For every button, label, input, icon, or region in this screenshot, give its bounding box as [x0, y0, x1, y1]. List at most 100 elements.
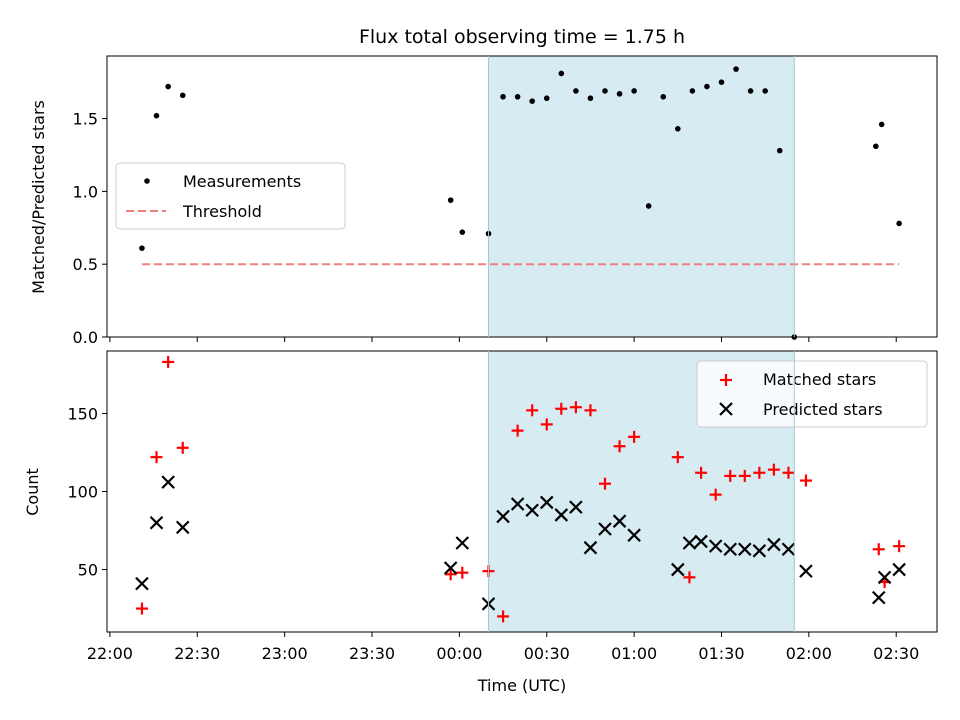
top-frame [106, 55, 938, 338]
predicted-star-point [708, 539, 723, 553]
predicted-star-point [694, 534, 708, 549]
bottom-panel: 50 100 150 22:00 22:30 23:00 23:30 00:00 00:30 0… [23, 350, 938, 695]
bottom-x-axis-label: Time (UTC) [477, 676, 566, 695]
predicted-star-point [627, 528, 641, 542]
predicted-star-mark-b [738, 542, 752, 557]
predicted-star-mark-b [871, 590, 886, 605]
top-y-axis-label: Matched/Predicted stars [29, 100, 48, 294]
measurement-point [747, 88, 754, 94]
top-y-axis: 0.0 0.5 1.0 1.5 [73, 110, 107, 347]
predicted-star-point [496, 509, 510, 524]
matched-star-point [555, 402, 568, 415]
measurement-point [543, 95, 550, 102]
matched-star-point [724, 469, 737, 482]
legend-marker-matched [720, 374, 732, 386]
bottom-y-tick-label: 100 [67, 483, 98, 502]
matched-star-point [709, 488, 722, 501]
measurement-point [645, 203, 652, 209]
measurement-point [500, 93, 506, 100]
top-y-tick-label: 1.5 [73, 110, 98, 129]
predicted-star-point [135, 576, 149, 591]
predicted-star-point [539, 495, 554, 510]
predicted-star-mark-b [612, 514, 627, 528]
predicted-star-point [598, 522, 612, 536]
bottom-legend-box [696, 360, 928, 428]
matched-star-point [613, 440, 626, 453]
predicted-star-point [554, 508, 569, 522]
measurement-point [587, 95, 594, 102]
predicted-star-point [671, 562, 685, 577]
predicted-star-point [871, 590, 886, 605]
predicted-star-mark-b [781, 542, 796, 557]
legend-label-measurements: Measurements [183, 172, 301, 191]
predicted-star-mark-b [892, 562, 906, 577]
measurement-point [660, 93, 667, 100]
measurement-point [616, 91, 623, 97]
predicted-star-point [149, 515, 164, 530]
bottom-y-tick-label: 50 [78, 561, 98, 580]
predicted-star-mark-b [569, 500, 583, 514]
top-legend-box [115, 162, 346, 230]
chart-title: Flux total observing time = 1.75 h [359, 26, 685, 48]
bottom-y-axis-label: Count [23, 468, 42, 516]
top-x-axis [109, 337, 897, 342]
predicted-star-mark-b [877, 570, 892, 585]
matched-star-point [767, 463, 780, 476]
matched-star-point [695, 466, 708, 479]
matched-star-point [872, 543, 885, 556]
bottom-x-tick-label: 01:30 [698, 644, 744, 663]
matched-star-point [599, 477, 611, 490]
measurement-point [762, 88, 768, 94]
predicted-star-point [682, 536, 697, 550]
predicted-star-point [781, 542, 796, 557]
measurement-point [873, 143, 879, 150]
predicted-star-point [767, 537, 781, 552]
predicted-star-mark-b [752, 544, 767, 558]
predicted-star-point [525, 503, 539, 518]
bottom-frame [106, 350, 938, 633]
predicted-star-point [569, 500, 583, 514]
measurement-point [573, 88, 579, 94]
legend-marker-measurements [144, 178, 150, 184]
top-y-tick-label: 0.0 [73, 328, 98, 347]
bottom-x-tick-label: 00:00 [436, 644, 482, 663]
predicted-star-mark-b [496, 509, 510, 524]
measurement-point [631, 88, 637, 94]
measurement-point [529, 98, 535, 104]
legend-marker-predicted [719, 402, 733, 416]
predicted-star-point [892, 562, 906, 577]
matched-star-point [782, 466, 795, 479]
predicted-star-point [510, 497, 525, 511]
predicted-star-mark-b [149, 515, 164, 530]
predicted-star-point [161, 475, 175, 489]
matched-star-point [753, 466, 766, 479]
matched-star-point [799, 474, 812, 487]
predicted-star-mark-b [175, 520, 190, 535]
top-y-tick-label: 0.5 [73, 255, 98, 274]
matched-star-point [150, 451, 163, 464]
predicted-star-mark-b [525, 503, 539, 518]
predicted-star-mark-b [161, 475, 175, 489]
measurement-point [153, 112, 160, 119]
predicted-star-mark-b [443, 561, 458, 575]
bottom-y-tick-label: 150 [67, 404, 98, 423]
predicted-star-mark-b [135, 576, 149, 591]
bottom-x-tick-label: 02:30 [873, 644, 919, 663]
predicted-star-point [738, 542, 752, 557]
predicted-star-mark-b [455, 536, 470, 550]
bottom-x-tick-label: 00:30 [524, 644, 570, 663]
matched-star-point [540, 418, 553, 431]
predicted-star-point [443, 561, 458, 575]
top-legend: Measurements Threshold [115, 162, 346, 230]
measurement-point [704, 83, 710, 90]
measurement-point [459, 229, 466, 235]
matched-star-point [569, 401, 582, 414]
predicted-star-mark-b [627, 528, 641, 542]
matched-star-point [738, 469, 751, 482]
bottom-x-tick-label: 01:00 [611, 644, 657, 663]
bottom-x-axis: 22:00 22:30 23:00 23:30 00:00 00:30 01:00 01:30… [87, 632, 919, 663]
measurement-point [139, 245, 145, 251]
predicted-star-point [612, 514, 627, 528]
legend-label-matched: Matched stars [763, 370, 876, 389]
